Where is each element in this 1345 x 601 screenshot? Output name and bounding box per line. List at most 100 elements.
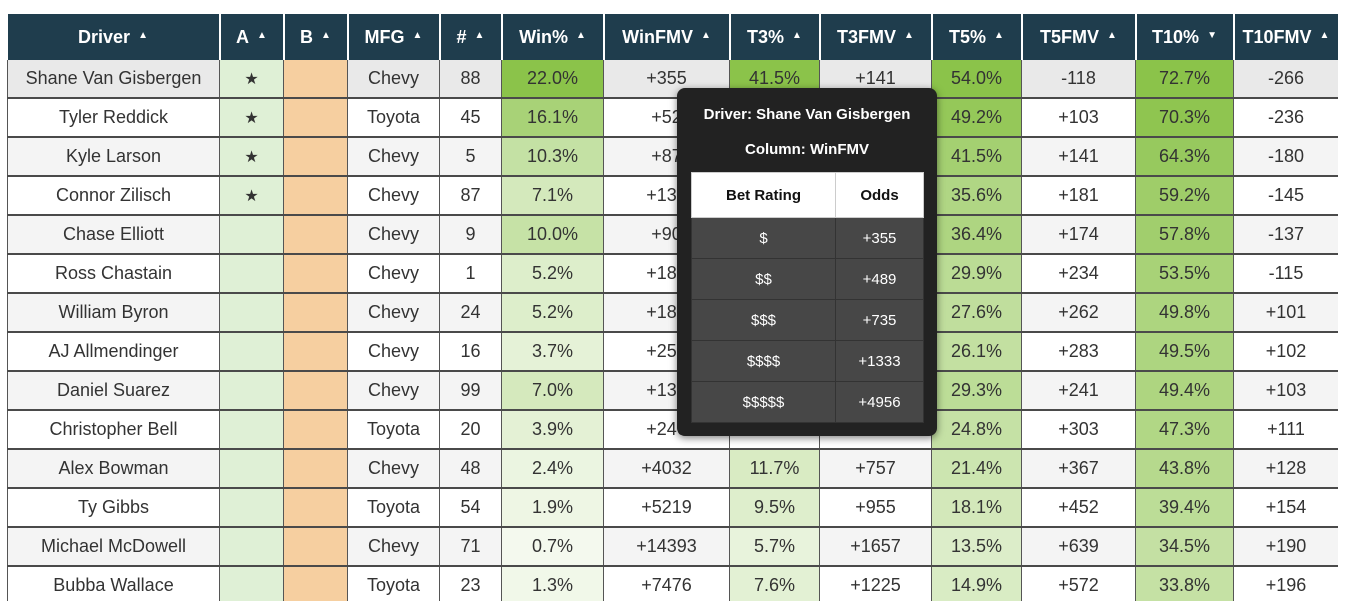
cell-t5fmv[interactable]: +103 xyxy=(1021,98,1136,138)
cell-a[interactable] xyxy=(219,488,284,528)
cell-driver[interactable]: Ty Gibbs xyxy=(7,488,220,528)
cell-t5[interactable]: 26.1% xyxy=(931,332,1022,372)
cell-t10[interactable]: 57.8% xyxy=(1135,215,1234,255)
cell-win[interactable]: 10.3% xyxy=(501,137,604,177)
cell-mfg[interactable]: Toyota xyxy=(347,98,440,138)
cell-mfg[interactable]: Chevy xyxy=(347,293,440,333)
cell-t10[interactable]: 49.4% xyxy=(1135,371,1234,411)
cell-win[interactable]: 7.0% xyxy=(501,371,604,411)
cell-t5[interactable]: 29.9% xyxy=(931,254,1022,294)
cell-a[interactable] xyxy=(219,371,284,411)
cell-t10fmv[interactable]: +128 xyxy=(1233,449,1338,489)
cell-driver[interactable]: Kyle Larson xyxy=(7,137,220,177)
column-header-a[interactable]: A ▲ xyxy=(219,14,285,60)
table-row[interactable]: Kyle Larson ★ Chevy 5 10.3% +87 41.5% +141 64.3%… xyxy=(7,137,1338,177)
table-row[interactable]: Shane Van Gisbergen ★ Chevy 88 22.0% +355 41.5… xyxy=(7,60,1338,99)
cell-t10fmv[interactable]: +102 xyxy=(1233,332,1338,372)
cell-t5[interactable]: 36.4% xyxy=(931,215,1022,255)
cell-b[interactable] xyxy=(283,254,348,294)
cell-t10[interactable]: 43.8% xyxy=(1135,449,1234,489)
cell-winfmv[interactable]: +4032 xyxy=(603,449,730,489)
cell-b[interactable] xyxy=(283,332,348,372)
cell-t10fmv[interactable]: +190 xyxy=(1233,527,1338,567)
cell-driver[interactable]: Ross Chastain xyxy=(7,254,220,294)
cell-num[interactable]: 9 xyxy=(439,215,502,255)
cell-t5[interactable]: 29.3% xyxy=(931,371,1022,411)
cell-t5fmv[interactable]: +572 xyxy=(1021,566,1136,601)
cell-b[interactable] xyxy=(283,410,348,450)
cell-b[interactable] xyxy=(283,98,348,138)
column-header-driver[interactable]: Driver ▲ xyxy=(7,14,221,60)
table-row[interactable]: Tyler Reddick ★ Toyota 45 16.1% +52 49.2% +103 7… xyxy=(7,98,1338,138)
cell-mfg[interactable]: Chevy xyxy=(347,371,440,411)
cell-a[interactable] xyxy=(219,293,284,333)
table-row[interactable]: Connor Zilisch ★ Chevy 87 7.1% +131 35.6% +181 5… xyxy=(7,176,1338,216)
cell-a[interactable] xyxy=(219,410,284,450)
cell-t10[interactable]: 33.8% xyxy=(1135,566,1234,601)
cell-t5fmv[interactable]: +303 xyxy=(1021,410,1136,450)
cell-t10fmv[interactable]: +196 xyxy=(1233,566,1338,601)
column-header-t10[interactable]: T10% ▼ xyxy=(1135,14,1235,60)
cell-num[interactable]: 23 xyxy=(439,566,502,601)
column-header-t3fmv[interactable]: T3FMV ▲ xyxy=(819,14,933,60)
cell-t3fmv[interactable]: +1225 xyxy=(819,566,932,601)
column-header-num[interactable]: # ▲ xyxy=(439,14,503,60)
cell-t10[interactable]: 53.5% xyxy=(1135,254,1234,294)
cell-t5[interactable]: 24.8% xyxy=(931,410,1022,450)
cell-win[interactable]: 7.1% xyxy=(501,176,604,216)
cell-num[interactable]: 5 xyxy=(439,137,502,177)
cell-t10fmv[interactable]: -145 xyxy=(1233,176,1338,216)
cell-t3fmv[interactable]: +955 xyxy=(819,488,932,528)
cell-num[interactable]: 16 xyxy=(439,332,502,372)
table-row[interactable]: Ross Chastain Chevy 1 5.2% +181 29.9% +234 53.5… xyxy=(7,254,1338,294)
table-row[interactable]: Daniel Suarez Chevy 99 7.0% +132 29.3% +241 49.… xyxy=(7,371,1338,411)
cell-b[interactable] xyxy=(283,527,348,567)
cell-t5[interactable]: 49.2% xyxy=(931,98,1022,138)
column-header-t5fmv[interactable]: T5FMV ▲ xyxy=(1021,14,1137,60)
cell-winfmv[interactable]: +5219 xyxy=(603,488,730,528)
cell-driver[interactable]: AJ Allmendinger xyxy=(7,332,220,372)
cell-t10[interactable]: 49.8% xyxy=(1135,293,1234,333)
cell-mfg[interactable]: Toyota xyxy=(347,410,440,450)
cell-t3[interactable]: 11.7% xyxy=(729,449,820,489)
cell-a[interactable]: ★ xyxy=(219,98,284,138)
cell-t10[interactable]: 64.3% xyxy=(1135,137,1234,177)
cell-t10[interactable]: 49.5% xyxy=(1135,332,1234,372)
cell-t3[interactable]: 7.6% xyxy=(729,566,820,601)
cell-a[interactable] xyxy=(219,332,284,372)
cell-b[interactable] xyxy=(283,449,348,489)
cell-t10[interactable]: 47.3% xyxy=(1135,410,1234,450)
cell-mfg[interactable]: Chevy xyxy=(347,215,440,255)
cell-b[interactable] xyxy=(283,215,348,255)
cell-t5fmv[interactable]: +181 xyxy=(1021,176,1136,216)
cell-b[interactable] xyxy=(283,488,348,528)
cell-a[interactable] xyxy=(219,527,284,567)
cell-b[interactable] xyxy=(283,176,348,216)
cell-num[interactable]: 1 xyxy=(439,254,502,294)
cell-num[interactable]: 71 xyxy=(439,527,502,567)
cell-win[interactable]: 1.3% xyxy=(501,566,604,601)
cell-mfg[interactable]: Chevy xyxy=(347,332,440,372)
column-header-winfmv[interactable]: WinFMV ▲ xyxy=(603,14,731,60)
cell-t5[interactable]: 41.5% xyxy=(931,137,1022,177)
cell-num[interactable]: 48 xyxy=(439,449,502,489)
cell-num[interactable]: 45 xyxy=(439,98,502,138)
table-row[interactable]: Michael McDowell Chevy 71 0.7% +14393 5.7% +16… xyxy=(7,527,1338,567)
cell-t10[interactable]: 59.2% xyxy=(1135,176,1234,216)
column-header-win[interactable]: Win% ▲ xyxy=(501,14,605,60)
cell-t5fmv[interactable]: +234 xyxy=(1021,254,1136,294)
cell-t10fmv[interactable]: -115 xyxy=(1233,254,1338,294)
cell-b[interactable] xyxy=(283,60,348,99)
cell-t10fmv[interactable]: +154 xyxy=(1233,488,1338,528)
cell-win[interactable]: 1.9% xyxy=(501,488,604,528)
cell-t5[interactable]: 54.0% xyxy=(931,60,1022,99)
cell-a[interactable]: ★ xyxy=(219,137,284,177)
cell-t5fmv[interactable]: +141 xyxy=(1021,137,1136,177)
table-row[interactable]: Bubba Wallace Toyota 23 1.3% +7476 7.6% +1225 1… xyxy=(7,566,1338,601)
cell-a[interactable]: ★ xyxy=(219,176,284,216)
cell-driver[interactable]: Shane Van Gisbergen xyxy=(7,60,220,99)
cell-driver[interactable]: Christopher Bell xyxy=(7,410,220,450)
cell-driver[interactable]: Connor Zilisch xyxy=(7,176,220,216)
cell-t5fmv[interactable]: +283 xyxy=(1021,332,1136,372)
cell-a[interactable] xyxy=(219,449,284,489)
